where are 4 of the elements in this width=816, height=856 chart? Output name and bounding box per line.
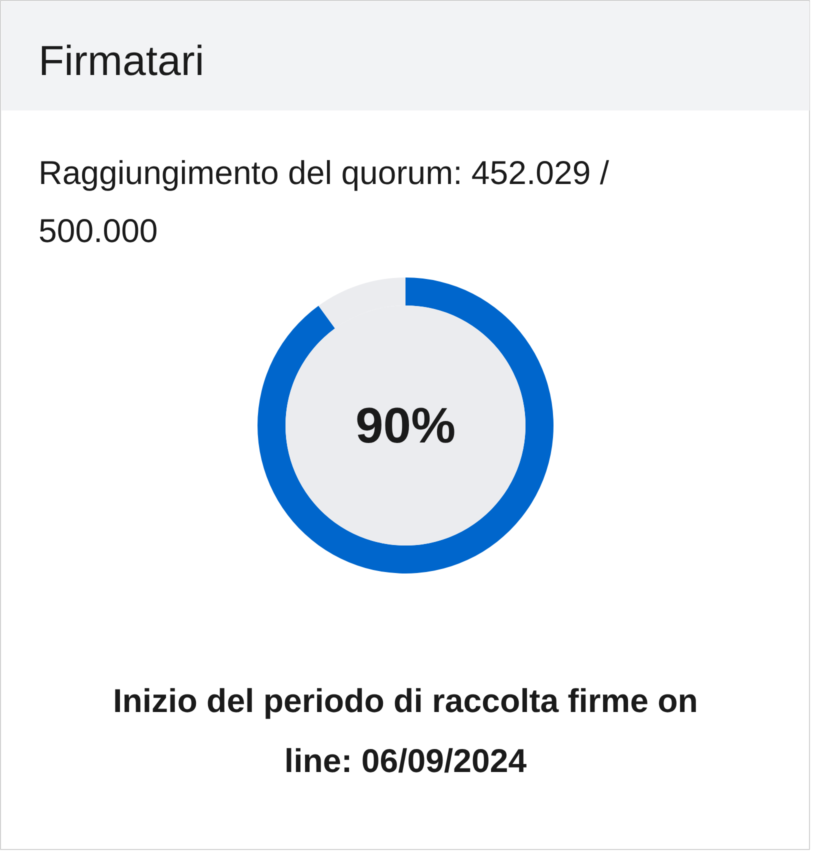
text: Raggiungimento del quorum: 452.029 / 500.000: [38, 154, 610, 249]
chart-title: Firmatari: [38, 37, 204, 84]
text: Inizio del periodo di raccolta firme on line: 06/09/2024: [113, 682, 698, 779]
data-label: 90%: [355, 398, 456, 454]
